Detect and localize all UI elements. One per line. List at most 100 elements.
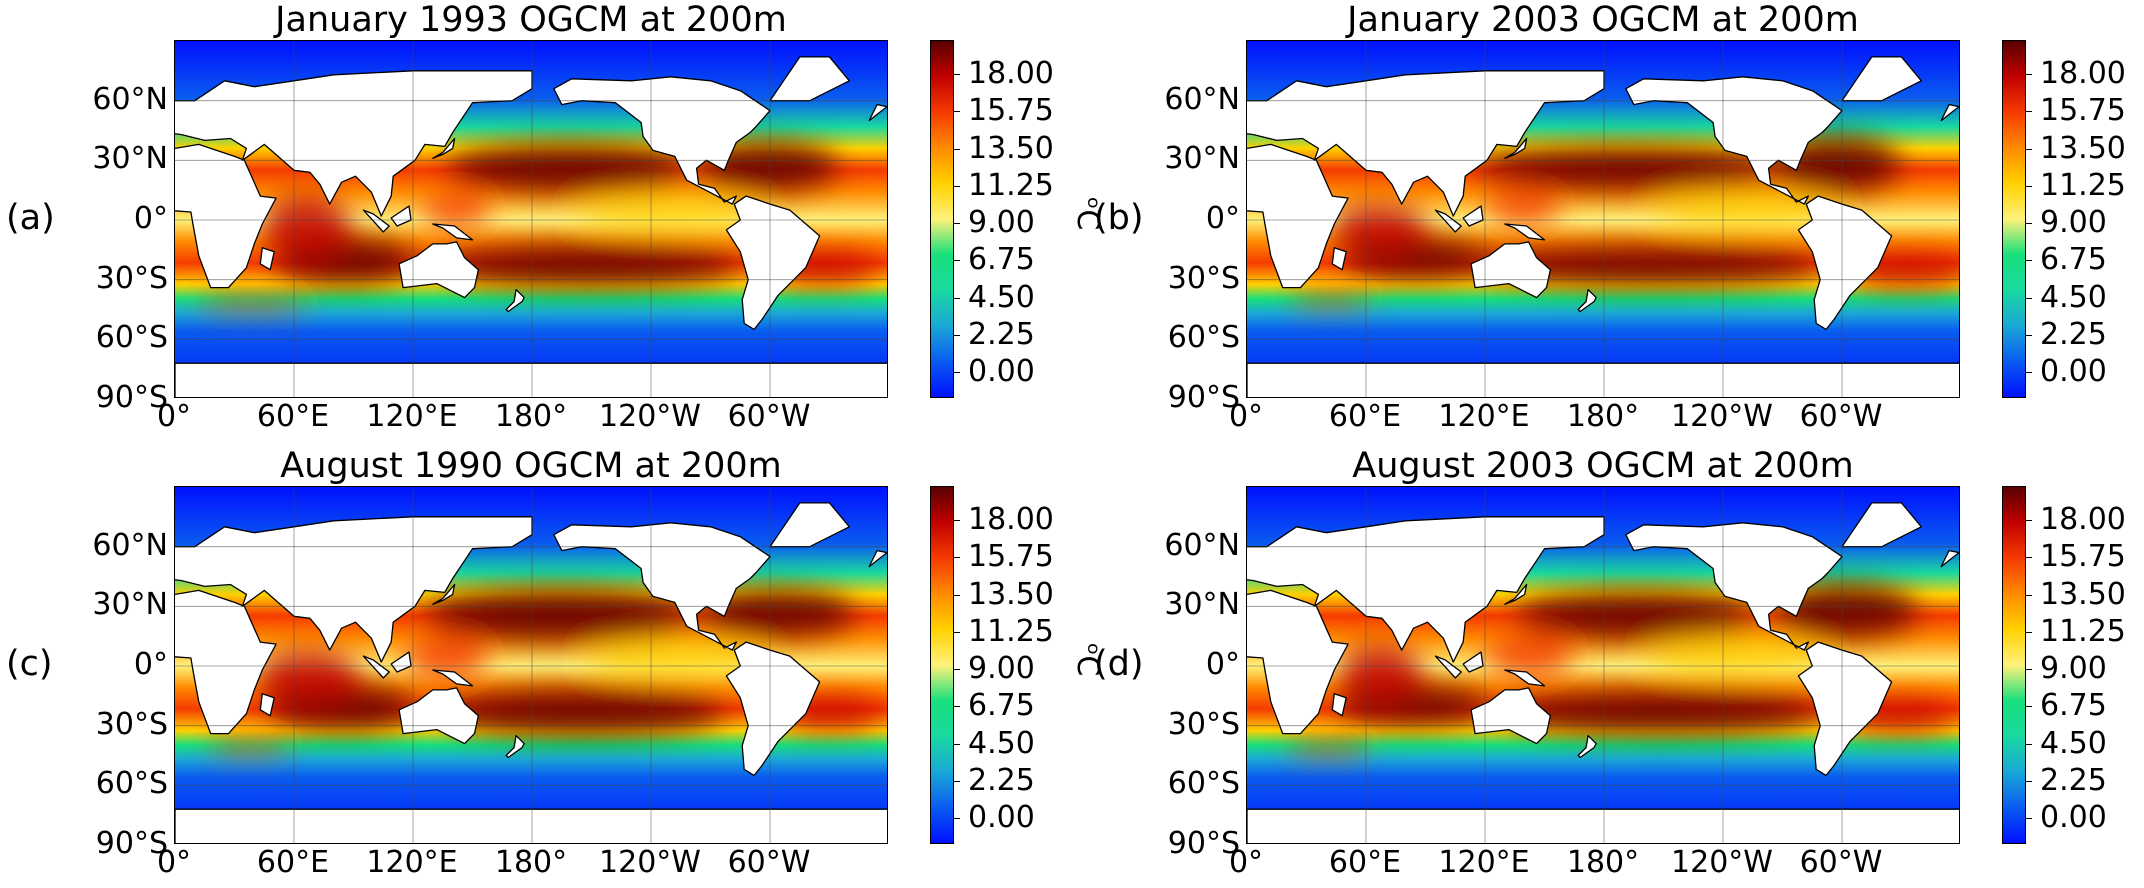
lat-tick-label: 30°S — [1167, 260, 1240, 296]
lat-tick-label: 60°N — [1164, 527, 1240, 563]
colorbar-tick-label: 2.25 — [954, 762, 1035, 798]
lat-tick-label: 90°S — [95, 826, 168, 861]
graticule — [1247, 487, 1959, 843]
lat-tick-label: 30°S — [1167, 706, 1240, 742]
colorbar-tick-label: 18.00 — [954, 502, 1054, 537]
lon-tick-label: 60°W — [727, 399, 811, 434]
panel-title: August 1990 OGCM at 200m — [280, 446, 782, 486]
map-panel: January 2003 OGCM at 200m (b) 60°N 30°N 0° 30… — [1094, 0, 2144, 434]
colorbar-tick-label: 9.00 — [2026, 651, 2107, 686]
lat-tick-label: 30°S — [95, 260, 168, 296]
panel-label: (c) — [6, 644, 53, 684]
lon-tick-label: 60°E — [1328, 399, 1402, 434]
lat-tick-label: 0° — [1205, 201, 1240, 236]
panel-label: (a) — [6, 198, 55, 238]
colorbar-tick-label: 15.75 — [2026, 93, 2126, 129]
land-masses — [175, 502, 887, 843]
map-plot — [1246, 486, 1960, 844]
lat-tick-label: 30°N — [1164, 141, 1240, 177]
lon-tick-label: 0° — [1228, 845, 1264, 880]
colorbar-tick-label: 0.00 — [954, 354, 1035, 389]
colorbar-tick-label: 9.00 — [2026, 205, 2107, 240]
lat-tick-label: 60°N — [92, 527, 168, 563]
lon-tick-label: 180° — [494, 845, 568, 880]
colorbar-tick-label: 13.50 — [954, 576, 1054, 612]
colorbar-tick-label: 9.00 — [954, 205, 1035, 240]
lon-tick-label: 0° — [156, 845, 192, 880]
lat-tick-label: 60°N — [92, 81, 168, 117]
lat-tick-label: 0° — [133, 647, 168, 682]
panel-title: January 1993 OGCM at 200m — [275, 0, 787, 40]
graticule — [1247, 41, 1959, 397]
lon-tick-label: 120°W — [599, 399, 701, 434]
lat-tick-label: 30°S — [95, 706, 168, 742]
lon-tick-label: 60°E — [256, 399, 330, 434]
lat-tick-label: 90°S — [95, 380, 168, 415]
map-plot — [174, 486, 888, 844]
colorbar-tick-label: 11.25 — [954, 613, 1054, 649]
lon-tick-label: 0° — [156, 399, 192, 434]
colorbar-tick-label: 4.50 — [954, 725, 1035, 761]
map-panel: January 1993 OGCM at 200m (a) 60°N 30°N 0° 30… — [0, 0, 1105, 442]
lon-tick-label: 60°E — [1328, 845, 1402, 880]
colorbar-tick-label: 0.00 — [954, 800, 1035, 835]
land-masses — [175, 56, 887, 397]
colorbar — [2002, 486, 2026, 844]
colorbar-tick-label: 6.75 — [954, 688, 1035, 724]
colorbar-tick-label: 13.50 — [2026, 576, 2126, 612]
colorbar-tick-label: 6.75 — [2026, 242, 2107, 278]
lat-tick-label: 30°N — [1164, 587, 1240, 623]
colorbar-tick-label: 6.75 — [954, 242, 1035, 278]
lon-tick-label: 120°W — [1671, 845, 1773, 880]
colorbar-tick-label: 2.25 — [2026, 762, 2107, 798]
lon-tick-label: 120°E — [1438, 399, 1530, 434]
colorbar-tick-label: 9.00 — [954, 651, 1035, 686]
map-plot — [174, 40, 888, 398]
colorbar-tick-label: 18.00 — [954, 56, 1054, 91]
lat-tick-label: 90°S — [1167, 826, 1240, 861]
lon-tick-label: 60°W — [1799, 399, 1883, 434]
lon-tick-label: 120°E — [366, 399, 458, 434]
lat-tick-label: 0° — [1205, 647, 1240, 682]
colorbar-tick-label: 11.25 — [2026, 613, 2126, 649]
lat-tick-label: 60°N — [1164, 81, 1240, 117]
map-plot — [1246, 40, 1960, 398]
panel-title: August 2003 OGCM at 200m — [1352, 446, 1854, 486]
colorbar — [930, 40, 954, 398]
colorbar-tick-label: 18.00 — [2026, 502, 2126, 537]
colorbar-tick-label: 4.50 — [954, 279, 1035, 315]
colorbar-tick-label: 15.75 — [954, 539, 1054, 575]
colorbar-tick-label: 0.00 — [2026, 354, 2107, 389]
graticule — [175, 41, 887, 397]
colorbar-tick-label: 15.75 — [954, 93, 1054, 129]
colorbar-tick-label: 11.25 — [954, 167, 1054, 203]
map-panel: August 1990 OGCM at 200m (c) 60°N 30°N 0° 30°… — [0, 446, 1105, 888]
colorbar — [930, 486, 954, 844]
panel-title: January 2003 OGCM at 200m — [1347, 0, 1859, 40]
lon-tick-label: 60°W — [727, 845, 811, 880]
lon-tick-label: 180° — [1566, 845, 1640, 880]
graticule — [175, 487, 887, 843]
colorbar-tick-label: 18.00 — [2026, 56, 2126, 91]
lon-tick-label: 120°E — [1438, 845, 1530, 880]
lon-tick-label: 0° — [1228, 399, 1264, 434]
lon-tick-label: 60°E — [256, 845, 330, 880]
lon-tick-label: 180° — [1566, 399, 1640, 434]
panel-label: (b) — [1094, 198, 1144, 238]
lat-tick-label: 60°S — [95, 766, 168, 802]
map-panel: August 2003 OGCM at 200m (d) 60°N 30°N 0° 30°… — [1094, 446, 2144, 880]
colorbar-tick-label: 6.75 — [2026, 688, 2107, 724]
colorbar-tick-label: 11.25 — [2026, 167, 2126, 203]
lat-tick-label: 90°S — [1167, 380, 1240, 415]
lat-tick-label: 60°S — [1167, 766, 1240, 802]
colorbar-tick-label: 15.75 — [2026, 539, 2126, 575]
colorbar-tick-label: 4.50 — [2026, 279, 2107, 315]
lon-tick-label: 180° — [494, 399, 568, 434]
lat-tick-label: 30°N — [92, 141, 168, 177]
lat-tick-label: 60°S — [95, 320, 168, 356]
colorbar-tick-label: 4.50 — [2026, 725, 2107, 761]
colorbar-tick-label: 13.50 — [2026, 130, 2126, 166]
lon-tick-label: 120°W — [1671, 399, 1773, 434]
lon-tick-label: 120°E — [366, 845, 458, 880]
lon-tick-label: 60°W — [1799, 845, 1883, 880]
